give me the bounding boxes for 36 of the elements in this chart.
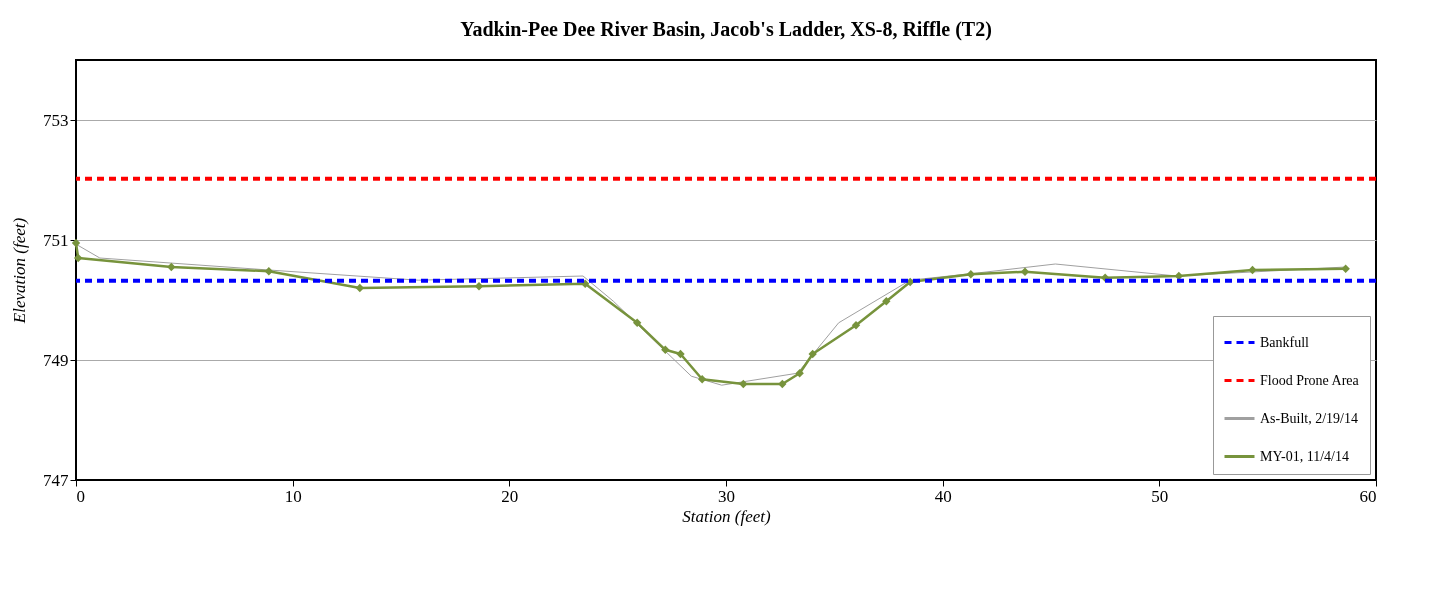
- point: [795, 369, 804, 378]
- x-tick-label: 20: [501, 486, 519, 506]
- point: [474, 282, 484, 291]
- point: [1341, 264, 1350, 273]
- legend-label: Flood Prone Area: [1260, 372, 1360, 388]
- x-axis-title: Station (feet): [682, 506, 771, 526]
- x-tick-label: 60: [1359, 486, 1377, 506]
- point: [808, 349, 817, 359]
- point: [167, 262, 176, 272]
- point: [697, 375, 707, 384]
- point: [851, 321, 861, 330]
- x-tick-label: 30: [718, 486, 735, 506]
- x-tick-label: 10: [284, 486, 302, 506]
- y-tick-label: 751: [43, 230, 69, 250]
- point: [661, 345, 670, 354]
- point: [1248, 265, 1257, 275]
- point: [676, 349, 685, 359]
- x-tick-label: 50: [1151, 486, 1169, 506]
- point: [778, 379, 787, 389]
- legend-label: MY-01, 11/4/14: [1260, 448, 1349, 464]
- point: [632, 318, 642, 327]
- y-tick-label: 753: [43, 110, 69, 130]
- point: [264, 267, 274, 276]
- point: [1020, 267, 1030, 276]
- point: [739, 379, 748, 389]
- y-axis-title: Elevation (feet): [10, 217, 29, 325]
- x-tick-label: 0: [76, 486, 85, 506]
- x-tick-label: 40: [934, 486, 952, 506]
- point: [73, 253, 83, 263]
- chart-title: Yadkin-Pee Dee River Basin, Jacob's Ladder, XS-8, Riffle (T2): [460, 18, 992, 41]
- point: [71, 238, 81, 248]
- y-tick-label: 749: [43, 350, 69, 370]
- legend-label: As-Built, 2/19/14: [1260, 410, 1359, 426]
- point: [882, 297, 891, 306]
- y-tick-label: 747: [43, 470, 69, 490]
- legend-label: Bankfull: [1260, 334, 1310, 350]
